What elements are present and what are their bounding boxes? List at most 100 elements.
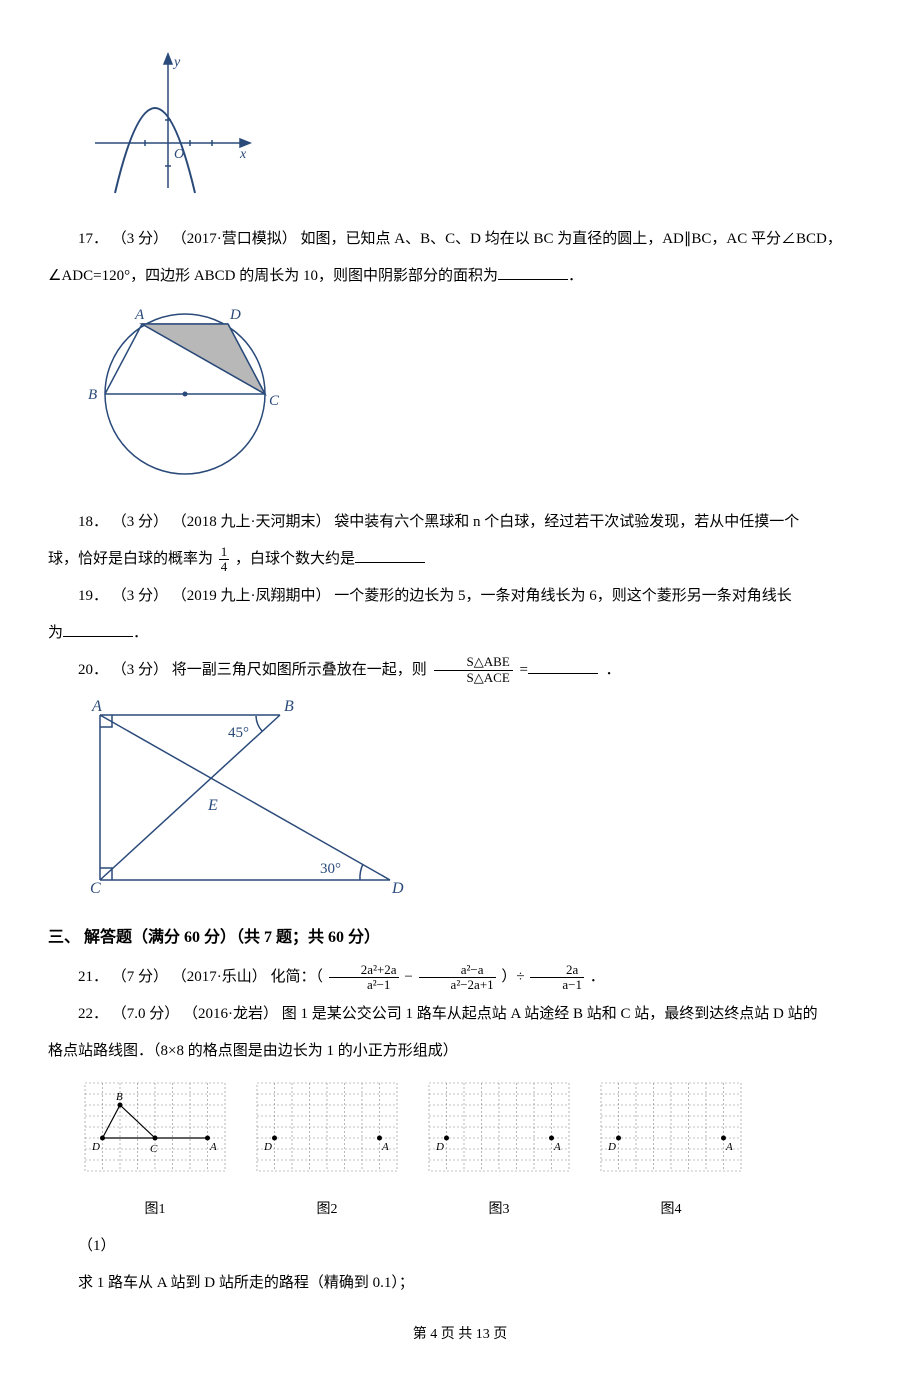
- q17-pts: （3 分）: [112, 231, 168, 247]
- grid-figures-row: B D C A 图1 D A 图2 D: [80, 1078, 872, 1226]
- y-axis-label: y: [172, 55, 181, 70]
- svg-text:A: A: [553, 1141, 561, 1153]
- q18-text1: 袋中装有六个黑球和 n 个白球，经过若干次试验发现，若从中任摸一个: [334, 514, 799, 530]
- question-17: 17． （3 分） （2017·营口模拟） 如图，已知点 A、B、C、D 均在以…: [48, 223, 872, 256]
- q22-pts: （7.0 分）: [112, 1006, 180, 1022]
- origin-label: O: [174, 147, 184, 162]
- grid-3: D A 图3: [424, 1078, 574, 1226]
- grid4-svg: D A: [596, 1078, 746, 1178]
- circle-figure: A D B C: [80, 301, 872, 494]
- q22-text1: 图 1 是某公交公司 1 路车从起点站 A 站途经 B 站和 C 站，最终到达终…: [282, 1006, 818, 1022]
- grid1-label: 图1: [80, 1195, 230, 1226]
- question-22-line2: 格点站路线图．（8×8 的格点图是由边长为 1 的小正方形组成）: [48, 1035, 872, 1068]
- grid3-label: 图3: [424, 1195, 574, 1226]
- label-A: A: [134, 307, 145, 323]
- grid4-label: 图4: [596, 1195, 746, 1226]
- q18-text3: ，白球个数大约是: [231, 551, 355, 567]
- grid2-label: 图2: [252, 1195, 402, 1226]
- q20-text1: 将一副三角尺如图所示叠放在一起，则: [172, 662, 431, 678]
- q17-num: 17．: [78, 231, 108, 247]
- q19-pts: （3 分）: [112, 588, 168, 604]
- q21-f3: 2aa−1: [530, 963, 584, 993]
- q17-blank: [498, 265, 568, 280]
- question-20: 20． （3 分） 将一副三角尺如图所示叠放在一起，则 S△ABES△ACE =…: [48, 654, 872, 687]
- q20-eq: =: [516, 662, 528, 678]
- grid3-svg: D A: [424, 1078, 574, 1178]
- q22-text2: 格点站路线图．（8×8 的格点图是由边长为 1 的小正方形组成）: [48, 1043, 458, 1059]
- q19-period: ．: [133, 625, 148, 641]
- q17-text1: 如图，已知点 A、B、C、D 均在以 BC 为直径的圆上，AD∥BC，AC 平分…: [301, 231, 842, 247]
- parabola-figure: y x O: [80, 48, 872, 211]
- angle-30: 30°: [320, 861, 341, 877]
- svg-text:B: B: [116, 1091, 123, 1103]
- q18-text2: 球，恰好是白球的概率为: [48, 551, 217, 567]
- grid-1: B D C A 图1: [80, 1078, 230, 1226]
- q17-period: ．: [568, 268, 583, 284]
- svg-text:A: A: [725, 1141, 733, 1153]
- triangles-figure: A B C D E 45° 30°: [80, 695, 872, 908]
- q20-ratio: S△ABES△ACE: [434, 655, 513, 686]
- label-C: C: [269, 393, 280, 409]
- label-B: B: [88, 387, 97, 403]
- q21-period: ．: [586, 969, 605, 985]
- q21-src: （2017·乐山）: [172, 969, 267, 985]
- svg-text:A: A: [209, 1141, 217, 1153]
- question-22: 22． （7.0 分） （2016·龙岩） 图 1 是某公交公司 1 路车从起点…: [48, 998, 872, 1031]
- tlabel-B: B: [284, 698, 294, 715]
- q19-num: 19．: [78, 588, 108, 604]
- svg-text:D: D: [91, 1141, 100, 1153]
- tlabel-C: C: [90, 880, 101, 895]
- angle-45: 45°: [228, 725, 249, 741]
- svg-text:A: A: [381, 1141, 389, 1153]
- tlabel-A: A: [91, 698, 102, 715]
- q21-text2: ）÷: [498, 969, 529, 985]
- question-19: 19． （3 分） （2019 九上·凤翔期中） 一个菱形的边长为 5，一条对角…: [48, 580, 872, 613]
- grid2-svg: D A: [252, 1078, 402, 1178]
- x-axis-label: x: [239, 147, 247, 162]
- q20-pts: （3 分）: [112, 662, 168, 678]
- svg-text:D: D: [263, 1141, 272, 1153]
- q21-f2: a²−aa²−2a+1: [419, 963, 496, 993]
- svg-text:D: D: [607, 1141, 616, 1153]
- question-18: 18． （3 分） （2018 九上·天河期末） 袋中装有六个黑球和 n 个白球…: [48, 506, 872, 539]
- q19-blank: [63, 622, 133, 637]
- q22-sub1: （1）: [48, 1230, 872, 1263]
- tlabel-D: D: [391, 880, 404, 895]
- question-19-line2: 为．: [48, 617, 872, 650]
- q18-pts: （3 分）: [112, 514, 168, 530]
- parabola-svg: y x O: [80, 48, 260, 198]
- q22-num: 22．: [78, 1006, 108, 1022]
- grid-4: D A 图4: [596, 1078, 746, 1226]
- q21-pts: （7 分）: [112, 969, 168, 985]
- q21-text1: 化简：（: [271, 969, 327, 985]
- question-21: 21． （7 分） （2017·乐山） 化简：（ 2a²+2aa²−1 − a²…: [48, 961, 872, 994]
- circle-svg: A D B C: [80, 301, 290, 481]
- grid-2: D A 图2: [252, 1078, 402, 1226]
- q21-f1: 2a²+2aa²−1: [329, 963, 399, 993]
- q19-text2: 为: [48, 625, 63, 641]
- q18-src: （2018 九上·天河期末）: [172, 514, 331, 530]
- q22-src: （2016·龙岩）: [183, 1006, 278, 1022]
- q19-src: （2019 九上·凤翔期中）: [172, 588, 331, 604]
- section-3-header: 三、 解答题（满分 60 分）（共 7 题；共 60 分）: [48, 920, 872, 955]
- page-footer: 第 4 页 共 13 页: [48, 1320, 872, 1351]
- question-18-line2: 球，恰好是白球的概率为 14 ，白球个数大约是: [48, 543, 872, 576]
- q20-blank: [528, 659, 598, 674]
- q18-num: 18．: [78, 514, 108, 530]
- tlabel-E: E: [207, 797, 218, 814]
- question-17-line2: ∠ADC=120°，四边形 ABCD 的周长为 10，则图中阴影部分的面积为．: [48, 260, 872, 293]
- grid1-svg: B D C A: [80, 1078, 230, 1178]
- q21-num: 21．: [78, 969, 108, 985]
- q18-frac: 14: [219, 545, 230, 575]
- q17-src: （2017·营口模拟）: [172, 231, 297, 247]
- label-D: D: [229, 307, 241, 323]
- triangles-svg: A B C D E 45° 30°: [80, 695, 410, 895]
- q20-period: ．: [606, 662, 621, 678]
- svg-text:D: D: [435, 1141, 444, 1153]
- q19-text1: 一个菱形的边长为 5，一条对角线长为 6，则这个菱形另一条对角线长: [334, 588, 792, 604]
- q18-blank: [355, 548, 425, 563]
- q22-sub1-text: 求 1 路车从 A 站到 D 站所走的路程（精确到 0.1）；: [48, 1267, 872, 1300]
- svg-text:C: C: [150, 1143, 158, 1155]
- q20-num: 20．: [78, 662, 108, 678]
- q21-minus: −: [401, 969, 417, 985]
